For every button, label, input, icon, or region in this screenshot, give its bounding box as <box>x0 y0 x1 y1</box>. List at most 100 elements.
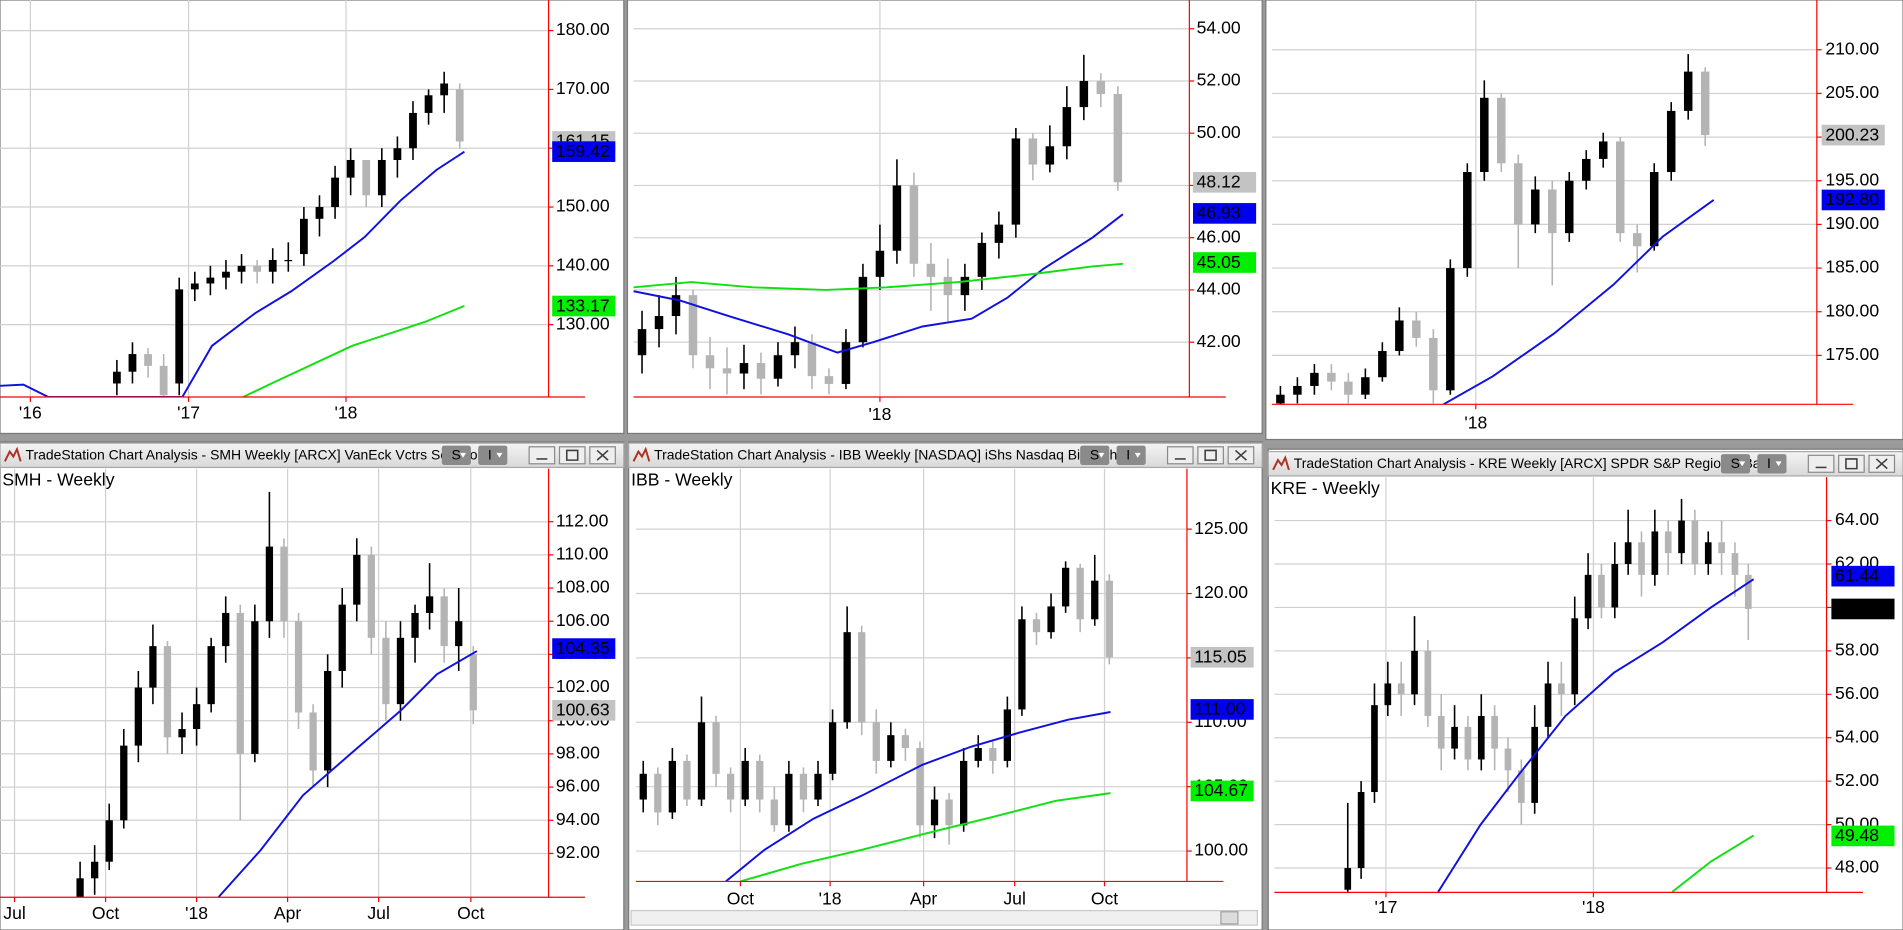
y-tick-label: 44.00 <box>1197 279 1241 299</box>
candle-body <box>799 773 808 800</box>
price-label-box <box>1831 565 1895 587</box>
candle-body <box>377 159 386 196</box>
y-tick-label: 140.00 <box>556 255 610 275</box>
candle-body <box>683 760 691 800</box>
candle-body <box>1565 180 1574 234</box>
moving-average-line <box>740 792 1111 882</box>
y-tick-label: 100.00 <box>1194 840 1248 860</box>
candle-body <box>367 554 375 638</box>
candle-body <box>1480 97 1489 173</box>
candle-body <box>974 748 982 761</box>
scrollbar-thumb[interactable] <box>1220 911 1239 925</box>
candle-body <box>1744 574 1752 609</box>
window-title: TradeStation Chart Analysis - SMH Weekly… <box>25 447 504 463</box>
candle-body <box>1105 580 1113 658</box>
maximize-button[interactable] <box>1197 446 1224 465</box>
candle-body <box>1517 770 1525 803</box>
y-tick-label: 190.00 <box>1825 213 1879 233</box>
dropdown-arrow <box>1775 461 1782 467</box>
candle-body <box>1544 683 1552 727</box>
candle-body <box>1649 172 1659 247</box>
candle-body <box>858 276 868 343</box>
candle-body <box>315 207 324 219</box>
candle-body <box>353 554 361 605</box>
minimize-button[interactable] <box>1807 454 1835 473</box>
scrollbar[interactable] <box>630 909 1258 926</box>
minimize-button[interactable] <box>528 446 556 465</box>
y-tick-label: 106.00 <box>556 610 610 630</box>
candle-body <box>901 735 910 749</box>
plot-area <box>1274 477 1827 893</box>
toolbar-button[interactable] <box>1757 454 1787 474</box>
candle-body <box>190 283 199 290</box>
candle-body <box>1011 138 1021 225</box>
candle-body <box>1344 381 1353 395</box>
price-label-box <box>1831 825 1895 847</box>
candle-body <box>1683 71 1693 111</box>
candle-body <box>424 95 433 113</box>
candle-body <box>1429 337 1438 391</box>
candle-body <box>1045 146 1055 165</box>
candle-body <box>1397 683 1405 695</box>
candle-body <box>722 368 732 374</box>
minimize-button[interactable] <box>1166 446 1194 465</box>
candle-body <box>1276 394 1285 404</box>
candle-body <box>688 295 698 356</box>
toolbar-button[interactable] <box>1080 445 1110 465</box>
candle-body <box>1079 80 1089 108</box>
close-glyph <box>1234 449 1247 461</box>
moving-average-line <box>0 150 465 398</box>
price-label-box <box>1193 252 1257 273</box>
toolbar-button[interactable] <box>478 445 508 465</box>
price-label-box <box>1193 171 1257 193</box>
maximize-button[interactable] <box>1838 454 1865 473</box>
x-tick-label: '18 <box>868 404 891 424</box>
candle-body <box>841 342 851 384</box>
toolbar-button[interactable] <box>1720 454 1751 474</box>
y-tick-label: 108.00 <box>556 577 610 597</box>
candle-body <box>1076 567 1084 620</box>
candle-body <box>1664 531 1672 554</box>
toolbar-button[interactable] <box>1116 445 1146 465</box>
candle-body <box>1293 385 1302 395</box>
candle-body <box>705 355 715 369</box>
toolbar-button-label: S <box>451 447 460 463</box>
candle-body <box>1032 619 1041 633</box>
candle-body <box>128 354 137 372</box>
chart-window <box>0 441 625 930</box>
y-tick-label: 94.00 <box>556 809 600 829</box>
window-title: TradeStation Chart Analysis - IBB Weekly… <box>654 447 1133 463</box>
price-label: 48.12 <box>1197 172 1241 192</box>
candle-body <box>1700 71 1710 136</box>
price-label-box <box>1821 189 1885 211</box>
candle-body <box>1412 320 1421 338</box>
y-tick-label: 180.00 <box>1825 300 1879 320</box>
candle-body <box>1611 564 1619 608</box>
candle-body <box>945 799 953 826</box>
price-label: 104.35 <box>556 638 610 658</box>
toolbar-button[interactable] <box>441 445 471 465</box>
candle-body <box>1497 97 1506 164</box>
candle-body <box>726 773 735 800</box>
candle-body <box>1384 683 1392 706</box>
candle-body <box>1310 372 1319 386</box>
dropdown-arrow <box>1098 452 1105 458</box>
price-label: 200.23 <box>1825 124 1879 144</box>
app-icon <box>632 446 651 462</box>
candle-body <box>192 704 201 730</box>
candle-body <box>828 722 837 774</box>
plot-area <box>635 468 1187 882</box>
candle-body <box>440 83 449 96</box>
candle-body <box>1361 377 1370 395</box>
candle-body <box>1691 520 1699 565</box>
toolbar-button-label: S <box>1090 447 1099 463</box>
maximize-button[interactable] <box>558 446 586 465</box>
candle-body <box>739 363 749 374</box>
x-tick-label: '18 <box>1582 897 1605 917</box>
candle-body <box>1514 163 1523 225</box>
chart-title: KRE - Weekly <box>1271 478 1380 498</box>
x-tick-label: Oct <box>727 888 754 908</box>
moving-average-line <box>242 304 465 398</box>
candle-body <box>858 632 866 723</box>
